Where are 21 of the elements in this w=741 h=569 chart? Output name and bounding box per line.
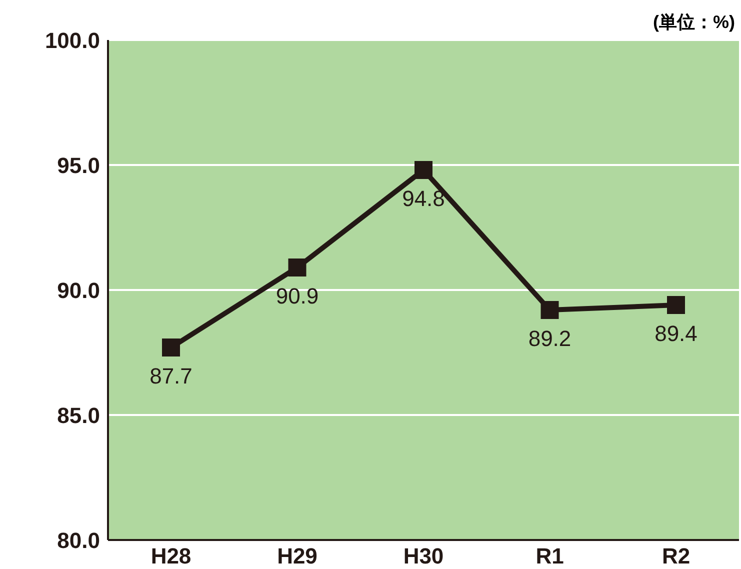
data-label: 89.4 [654, 321, 698, 346]
y-tick-label: 95.0 [57, 152, 100, 178]
point [540, 301, 559, 319]
data-label: 87.7 [150, 364, 192, 388]
point [162, 338, 180, 356]
y-tick-label: 80.0 [57, 528, 100, 553]
y-tick-label: 100.0 [44, 28, 100, 53]
y-tick-label: 90.0 [57, 278, 100, 303]
x-tick-label: H28 [150, 544, 192, 569]
y-axis-title: (単位：%) [653, 11, 735, 34]
x-tick-label: H29 [277, 544, 318, 569]
point [667, 296, 685, 314]
data-label: 90.9 [276, 284, 319, 308]
data-label: 89.2 [528, 326, 572, 351]
data-label: 94.8 [402, 186, 445, 211]
x-tick-label: R2 [662, 544, 690, 569]
x-tick-label: R1 [536, 544, 564, 569]
point [414, 161, 432, 179]
y-tick-label: 85.0 [57, 402, 100, 428]
point [288, 258, 306, 276]
x-tick-label: H30 [403, 544, 444, 569]
